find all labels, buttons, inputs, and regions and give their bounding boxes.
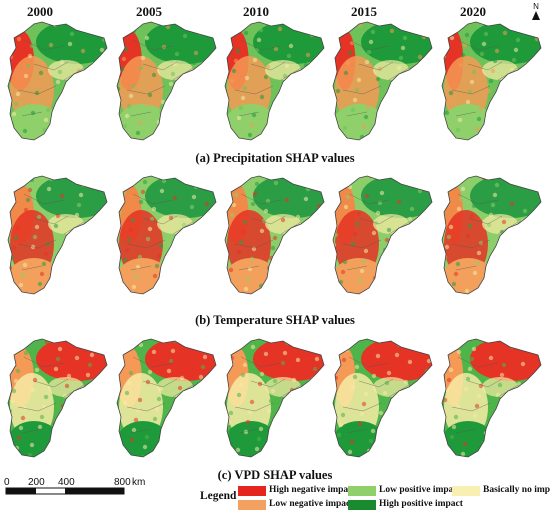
map-row-vpd [0,335,550,465]
scale-bar: 0 200 400 800 km [4,477,146,510]
year-label-2015: 2015 [351,4,377,19]
map-vpd-2005 [116,338,217,458]
map-temp-2000 [7,175,108,295]
legend-title: Legend [200,490,237,502]
map-vpd-2000 [7,338,108,458]
legend-swatch-low-positive [348,486,376,496]
scale-tick-0: 0 [4,477,10,488]
legend-swatch-low-negative [238,500,266,510]
legend-label-low-positive: Low positive impact [379,485,461,495]
caption-temperature: (b) Temperature SHAP values [195,313,355,327]
year-label-2000: 2000 [27,4,53,19]
legend-label-high-negative: High negative impact [269,485,356,495]
map-row-precipitation [0,18,550,148]
year-label-2020: 2020 [460,4,486,19]
scale-tick-800: 800 [114,477,131,488]
map-vpd-2015 [332,338,433,458]
map-vpd-2020 [441,338,542,458]
map-precip-2005 [116,21,217,141]
map-precip-2015 [332,21,433,141]
year-label-2010: 2010 [243,4,269,19]
map-temp-2010 [224,175,325,295]
scale-tick-200: 200 [28,477,45,488]
map-temp-2015 [332,175,433,295]
legend-label-high-positive: High positive impact [379,499,463,509]
map-temp-2020 [441,175,542,295]
map-precip-2000 [7,21,108,141]
map-precip-2010 [224,21,325,141]
scale-tick-400: 400 [58,477,75,488]
legend: Legend High negative impact Low negative… [200,484,550,514]
legend-swatch-no-impact [452,486,480,496]
caption-precipitation: (a) Precipitation SHAP values [195,151,355,165]
legend-label-low-negative: Low negative impact [269,499,354,509]
map-temp-2005 [116,175,217,295]
caption-vpd: (c) VPD SHAP values [217,468,333,482]
map-precip-2020 [441,21,542,141]
legend-label-no-impact: Basically no impact [483,485,550,495]
legend-swatch-high-positive [348,500,376,510]
year-label-2005: 2005 [136,4,162,19]
legend-swatch-high-negative [238,486,266,496]
map-vpd-2010 [224,338,325,458]
scale-bar-graphic [5,487,125,495]
north-arrow-icon: N [528,2,544,22]
map-row-temperature [0,172,550,302]
north-label: N [533,2,539,11]
scale-unit: km [132,477,146,488]
